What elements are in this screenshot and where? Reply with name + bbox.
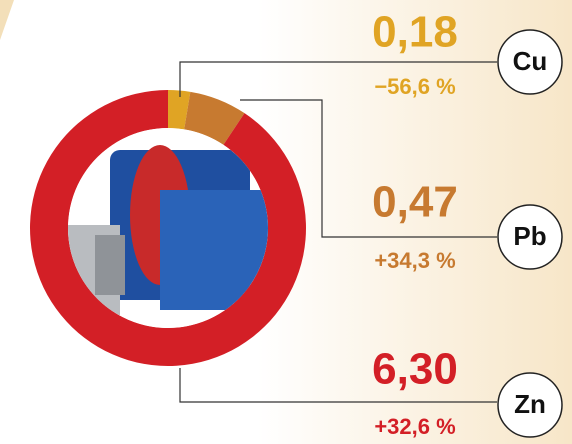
change-label: +32,6 %	[374, 414, 455, 439]
element-label: Cu	[513, 46, 548, 76]
element-label: Zn	[514, 389, 546, 419]
chart: 0,18 −56,6 % Cu 0,47 +34,3 % Pb 6,30 +32,6 % Zn	[0, 0, 572, 444]
value-label: 0,18	[372, 8, 458, 57]
value-label: 0,47	[372, 178, 458, 227]
value-label: 6,30	[372, 345, 458, 394]
change-label: −56,6 %	[374, 74, 455, 99]
element-label: Pb	[513, 221, 546, 251]
change-label: +34,3 %	[374, 248, 455, 273]
page: {"chart_data": {"type": "pie", "categori…	[0, 0, 572, 444]
